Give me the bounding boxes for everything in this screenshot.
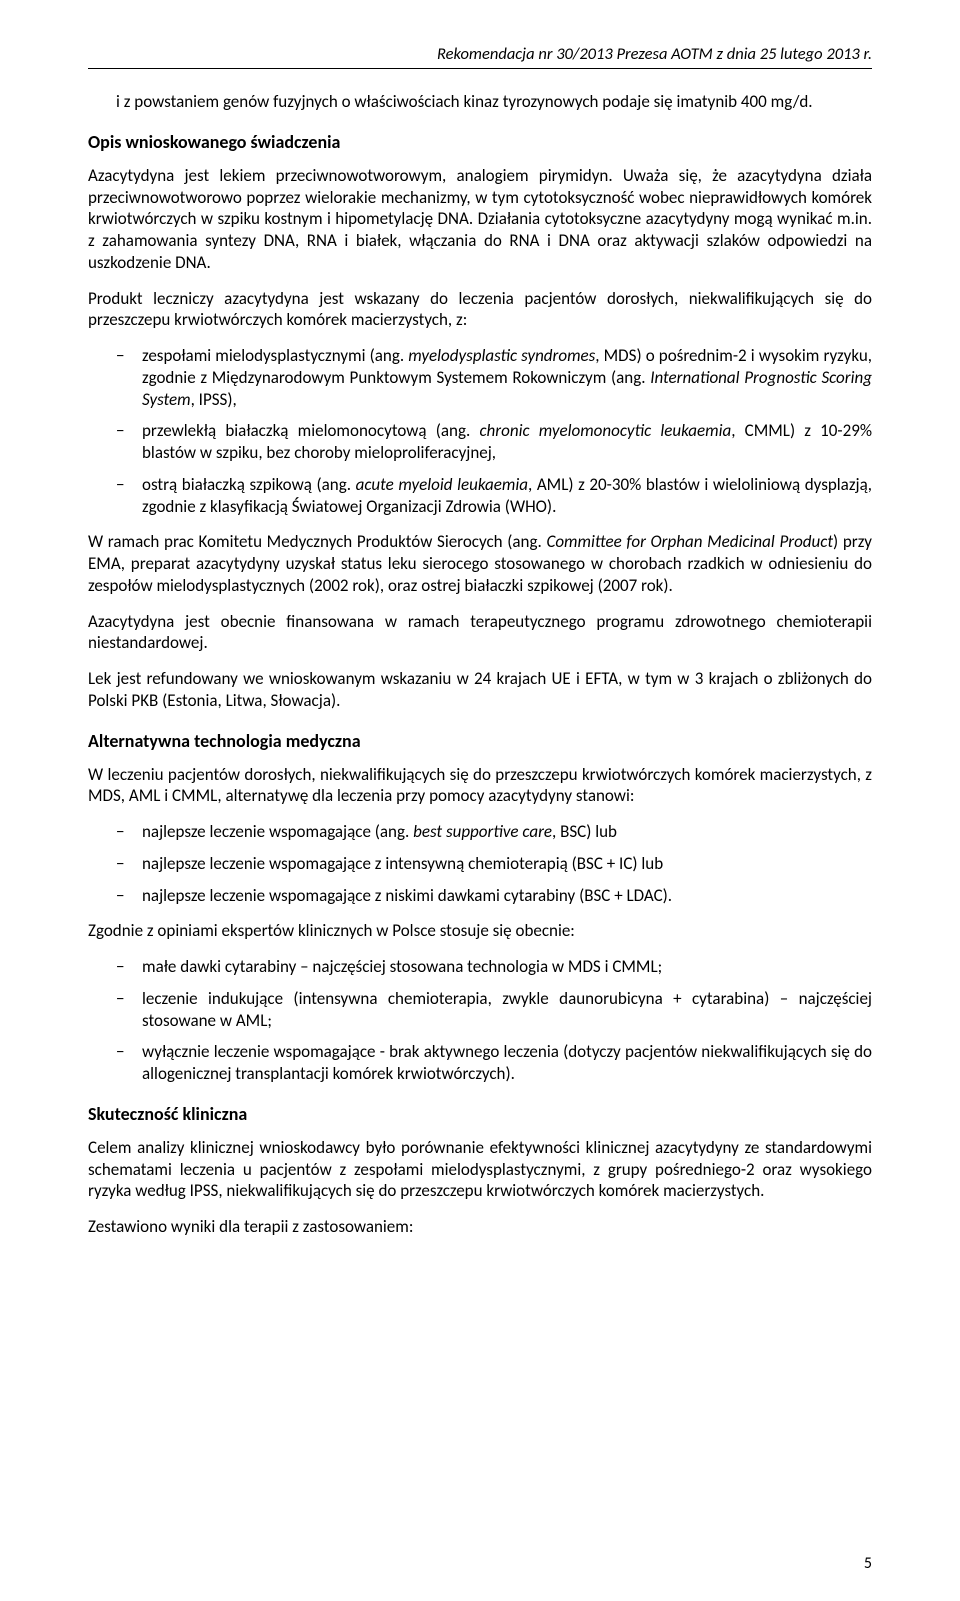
intro-paragraph: i z powstaniem genów fuzyjnych o właściw… bbox=[116, 91, 872, 113]
opis-p1: Azacytydyna jest lekiem przeciwnowotworo… bbox=[88, 165, 872, 274]
list-item: najlepsze leczenie wspomagające z intens… bbox=[88, 853, 872, 875]
skut-p1: Celem analizy klinicznej wnioskodawcy by… bbox=[88, 1137, 872, 1202]
section-heading-opis: Opis wnioskowanego świadczenia bbox=[88, 131, 872, 153]
list-item: najlepsze leczenie wspomagające z niskim… bbox=[88, 885, 872, 907]
list-item: ostrą białaczką szpikową (ang. acute mye… bbox=[88, 474, 872, 518]
page-number: 5 bbox=[864, 1554, 872, 1573]
italic-term: chronic myelomonocytic leukaemia bbox=[479, 420, 731, 441]
text: , BSC) lub bbox=[552, 821, 617, 842]
alt-p2: Zgodnie z opiniami ekspertów klinicznych… bbox=[88, 920, 872, 942]
text: najlepsze leczenie wspomagające (ang. bbox=[142, 821, 413, 842]
text: , IPSS), bbox=[191, 389, 237, 410]
opis-p4: Azacytydyna jest obecnie finansowana w r… bbox=[88, 611, 872, 655]
alt-list-2: małe dawki cytarabiny – najczęściej stos… bbox=[88, 956, 872, 1085]
skut-p2: Zestawiono wyniki dla terapii z zastosow… bbox=[88, 1216, 872, 1238]
list-item: zespołami mielodysplastycznymi (ang. mye… bbox=[88, 345, 872, 410]
section-heading-skut: Skuteczność kliniczna bbox=[88, 1103, 872, 1125]
page-header: Rekomendacja nr 30/2013 Prezesa AOTM z d… bbox=[88, 44, 872, 69]
opis-list: zespołami mielodysplastycznymi (ang. mye… bbox=[88, 345, 872, 517]
text: W ramach prac Komitetu Medycznych Produk… bbox=[88, 531, 546, 552]
italic-term: myelodysplastic syndromes bbox=[408, 345, 595, 366]
alt-list-1: najlepsze leczenie wspomagające (ang. be… bbox=[88, 821, 872, 906]
list-item: przewlekłą białaczką mielomonocytową (an… bbox=[88, 420, 872, 464]
opis-p2: Produkt leczniczy azacytydyna jest wskaz… bbox=[88, 288, 872, 332]
text: ostrą białaczką szpikową (ang. bbox=[142, 474, 356, 495]
italic-term: Committee for Orphan Medicinal Product bbox=[546, 531, 833, 552]
list-item: wyłącznie leczenie wspomagające - brak a… bbox=[88, 1041, 872, 1085]
italic-term: acute myeloid leukaemia bbox=[356, 474, 528, 495]
opis-p3: W ramach prac Komitetu Medycznych Produk… bbox=[88, 531, 872, 596]
opis-p5: Lek jest refundowany we wnioskowanym wsk… bbox=[88, 668, 872, 712]
text: przewlekłą białaczką mielomonocytową (an… bbox=[142, 420, 479, 441]
alt-p1: W leczeniu pacjentów dorosłych, niekwali… bbox=[88, 764, 872, 808]
list-item: małe dawki cytarabiny – najczęściej stos… bbox=[88, 956, 872, 978]
list-item: leczenie indukujące (intensywna chemiote… bbox=[88, 988, 872, 1032]
list-item: najlepsze leczenie wspomagające (ang. be… bbox=[88, 821, 872, 843]
document-page: Rekomendacja nr 30/2013 Prezesa AOTM z d… bbox=[0, 0, 960, 1601]
section-heading-alt: Alternatywna technologia medyczna bbox=[88, 730, 872, 752]
text: zespołami mielodysplastycznymi (ang. bbox=[142, 345, 408, 366]
italic-term: best supportive care bbox=[413, 821, 552, 842]
